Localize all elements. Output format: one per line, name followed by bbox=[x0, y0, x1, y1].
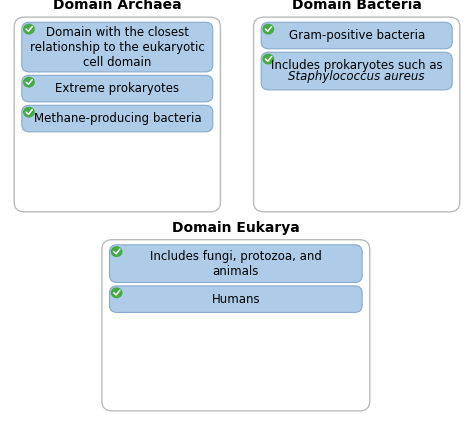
FancyBboxPatch shape bbox=[254, 17, 460, 212]
Circle shape bbox=[263, 24, 273, 34]
Text: Domain Archaea: Domain Archaea bbox=[53, 0, 182, 12]
FancyBboxPatch shape bbox=[22, 22, 213, 72]
Text: Domain Eukarya: Domain Eukarya bbox=[172, 220, 300, 235]
Circle shape bbox=[24, 77, 34, 87]
Text: Staphylococcus aureus: Staphylococcus aureus bbox=[289, 70, 425, 83]
Text: Gram-positive bacteria: Gram-positive bacteria bbox=[289, 29, 425, 42]
Circle shape bbox=[24, 107, 34, 117]
Circle shape bbox=[24, 24, 34, 34]
Text: Extreme prokaryotes: Extreme prokaryotes bbox=[55, 82, 179, 95]
Circle shape bbox=[111, 288, 122, 297]
FancyBboxPatch shape bbox=[22, 105, 213, 132]
FancyBboxPatch shape bbox=[102, 240, 370, 411]
FancyBboxPatch shape bbox=[109, 245, 362, 282]
Circle shape bbox=[111, 247, 122, 256]
FancyBboxPatch shape bbox=[22, 75, 213, 102]
Text: Methane-producing bacteria: Methane-producing bacteria bbox=[34, 112, 201, 125]
Text: Includes fungi, protozoa, and
animals: Includes fungi, protozoa, and animals bbox=[150, 250, 322, 278]
FancyBboxPatch shape bbox=[14, 17, 220, 212]
Text: Humans: Humans bbox=[211, 293, 260, 306]
FancyBboxPatch shape bbox=[109, 286, 362, 312]
Text: Domain with the closest
relationship to the eukaryotic
cell domain: Domain with the closest relationship to … bbox=[30, 26, 205, 68]
FancyBboxPatch shape bbox=[261, 52, 452, 90]
Circle shape bbox=[263, 54, 273, 64]
FancyBboxPatch shape bbox=[261, 22, 452, 49]
Text: Includes prokaryotes such as: Includes prokaryotes such as bbox=[271, 59, 443, 72]
Text: Domain Bacteria: Domain Bacteria bbox=[292, 0, 421, 12]
